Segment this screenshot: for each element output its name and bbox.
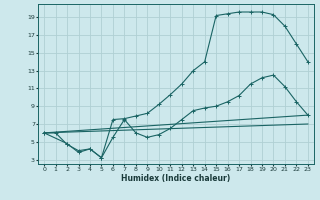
X-axis label: Humidex (Indice chaleur): Humidex (Indice chaleur): [121, 174, 231, 183]
